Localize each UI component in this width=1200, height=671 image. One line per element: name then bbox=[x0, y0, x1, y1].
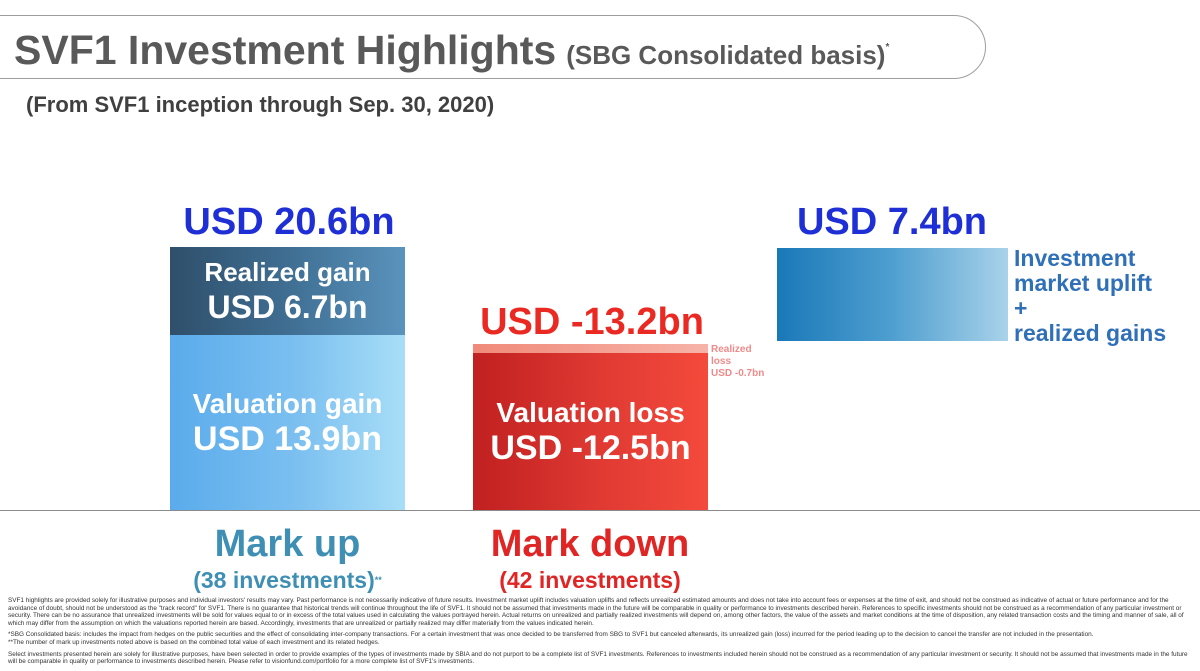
realized-gain-bar: Realized gain USD 6.7bn bbox=[170, 247, 405, 335]
footnote-disclaimer: SVF1 highlights are provided solely for … bbox=[8, 597, 1184, 627]
page-title-mark: * bbox=[885, 42, 890, 53]
uplift-bar bbox=[777, 248, 1008, 341]
markup-category-detail: (38 investments) bbox=[193, 567, 375, 593]
valuation-loss-value: USD -12.5bn bbox=[490, 428, 691, 467]
uplift-legend: Investment market uplift + realized gain… bbox=[1014, 246, 1166, 346]
footnote-markup-count: **The number of mark up investments note… bbox=[8, 638, 380, 646]
page-title: SVF1 Investment Highlights (SBG Consolida… bbox=[14, 28, 889, 77]
chart-baseline bbox=[0, 510, 1200, 511]
realized-loss-name: Realized loss bbox=[711, 344, 752, 367]
footnote-consolidated-basis: *SBG Consolidated basis: includes the im… bbox=[8, 631, 1094, 639]
realized-loss-label: Realized loss USD -0.7bn bbox=[711, 344, 791, 380]
page-title-basis: (SBG Consolidated basis) bbox=[566, 40, 886, 70]
realized-loss-value: USD -0.7bn bbox=[711, 368, 765, 379]
page-subtitle: (From SVF1 inception through Sep. 30, 20… bbox=[26, 92, 495, 117]
footnotes: SVF1 highlights are provided solely for … bbox=[8, 597, 1194, 670]
markdown-category-detail: (42 investments) bbox=[499, 567, 681, 593]
uplift-legend-line-3: + bbox=[1014, 295, 1028, 321]
markup-total-label: USD 20.6bn bbox=[183, 201, 395, 243]
markdown-category: Mark down (42 investments) bbox=[440, 522, 740, 594]
realized-gain-name: Realized gain bbox=[204, 257, 371, 287]
realized-loss-bar bbox=[473, 344, 708, 353]
uplift-total-label: USD 7.4bn bbox=[796, 201, 988, 243]
markup-category-mark: ** bbox=[374, 575, 382, 585]
valuation-gain-bar: Valuation gain USD 13.9bn bbox=[170, 335, 405, 510]
valuation-gain-value: USD 13.9bn bbox=[193, 419, 382, 458]
markdown-category-name: Mark down bbox=[490, 523, 690, 565]
realized-gain-value: USD 6.7bn bbox=[207, 289, 368, 325]
valuation-loss-name: Valuation loss bbox=[496, 396, 685, 428]
markup-category: Mark up (38 investments)** bbox=[140, 522, 435, 594]
markdown-total-label: USD -13.2bn bbox=[480, 301, 704, 343]
markup-category-name: Mark up bbox=[214, 523, 361, 565]
page-title-main: SVF1 Investment Highlights bbox=[14, 27, 557, 73]
uplift-legend-line-1: Investment bbox=[1014, 245, 1136, 271]
title-frame bbox=[0, 15, 986, 79]
footnote-select-investments: Select investments presented herein are … bbox=[8, 650, 1188, 666]
valuation-gain-name: Valuation gain bbox=[192, 387, 383, 419]
uplift-legend-line-2: market uplift bbox=[1014, 270, 1153, 296]
uplift-legend-line-4: realized gains bbox=[1014, 320, 1167, 346]
valuation-loss-bar: Valuation loss USD -12.5bn bbox=[473, 353, 708, 510]
